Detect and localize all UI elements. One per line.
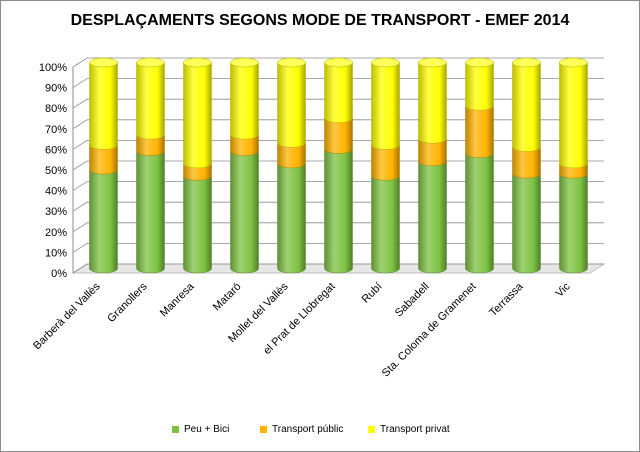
bar-segment [277,62,306,148]
bar-segment [512,146,541,179]
chart-title: DESPLAÇAMENTS SEGONS MODE DE TRANSPORT -… [70,12,570,29]
legend-swatch [368,426,375,433]
y-tick-label: 30% [45,206,67,218]
bar-top-cap [512,57,541,68]
bar-top-cap [418,57,447,68]
bar-segment [89,169,118,274]
x-tick-label: Mataró [211,281,244,314]
y-tick-label: 70% [45,124,67,136]
y-tick-label: 0% [51,268,67,280]
y-tick-label: 40% [45,186,67,198]
bar-segment [465,152,494,274]
x-tick-label: Sabadell [393,281,432,320]
bar-column [277,57,306,274]
legend-label: Transport públic [272,424,344,435]
bar-top-cap [465,57,494,68]
bar-column [183,57,212,274]
bar-segment [418,138,447,167]
y-tick-label: 10% [45,247,67,259]
bars [89,57,588,274]
bar-top-cap [183,57,212,68]
bar-segment [183,163,212,181]
bar-top-cap [324,57,353,68]
x-tick-label: Terrassa [487,280,526,319]
bar-top-cap [371,57,400,68]
bar-segment [136,62,165,140]
bar-segment [418,161,447,274]
bar-segment [324,148,353,274]
bar-top-cap [136,57,165,68]
legend-label: Transport privat [380,424,450,435]
bar-column [230,57,259,274]
bar-top-cap [89,57,118,68]
bar-column [418,57,447,274]
legend: Peu + Bici Transport públic Transport pr… [160,424,500,440]
bar-segment [183,62,212,169]
bar-segment [324,62,353,123]
x-tick-label: Sta. Coloma de Gramenet [380,281,479,380]
bar-segment [230,150,259,274]
bar-column [324,57,353,274]
bar-segment [371,144,400,181]
legend-swatch [260,426,267,433]
bar-column [136,57,165,274]
legend-item-transport-public: Transport públic [260,424,343,435]
bar-segment [465,62,494,111]
bar-segment [89,62,118,150]
bar-segment [324,117,353,154]
bar-segment [277,163,306,274]
x-tick-label: Granollers [105,280,150,325]
bar-segment [230,134,259,156]
bar-segment [230,62,259,140]
bar-segment [371,175,400,274]
bar-top-cap [230,57,259,68]
y-tick-label: 80% [45,103,67,115]
legend-label: Peu + Bici [184,424,230,435]
bar-segment [183,175,212,274]
bar-column [512,57,541,274]
y-tick-label: 90% [45,83,67,95]
bar-segment [559,173,588,274]
bar-segment [465,105,494,158]
bar-segment [277,142,306,169]
y-tick-labels: 0% 10% 20% 30% 40% 50% 60% 70% 80% 90% 100% [39,62,67,280]
bar-segment [136,134,165,156]
legend-swatch [172,426,179,433]
x-tick-label: Vic [553,280,573,300]
legend-item-transport-privat: Transport privat [368,424,450,435]
bar-segment [512,62,541,152]
x-tick-labels: Barberà del Vallès Granollers Manresa Matar… [31,280,573,379]
bar-column [371,57,400,274]
legend-item-peu-bici: Peu + Bici [172,424,229,435]
x-tick-label: Rubí [360,281,385,306]
bar-column [89,57,118,274]
bar-top-cap [277,57,306,68]
bar-segment [136,150,165,274]
x-tick-label: Barberà del Vallès [31,280,103,352]
bar-segment [512,173,541,274]
bar-segment [371,62,400,150]
bar-top-cap [559,57,588,68]
y-tick-label: 100% [39,62,67,74]
y-tick-label: 20% [45,227,67,239]
bar-segment [559,62,588,169]
y-tick-label: 60% [45,144,67,156]
bar-segment [418,62,447,144]
x-tick-label: Manresa [158,280,197,319]
bar-column [465,57,494,274]
y-tick-label: 50% [45,165,67,177]
bar-segment [89,144,118,175]
bar-column [559,57,588,274]
